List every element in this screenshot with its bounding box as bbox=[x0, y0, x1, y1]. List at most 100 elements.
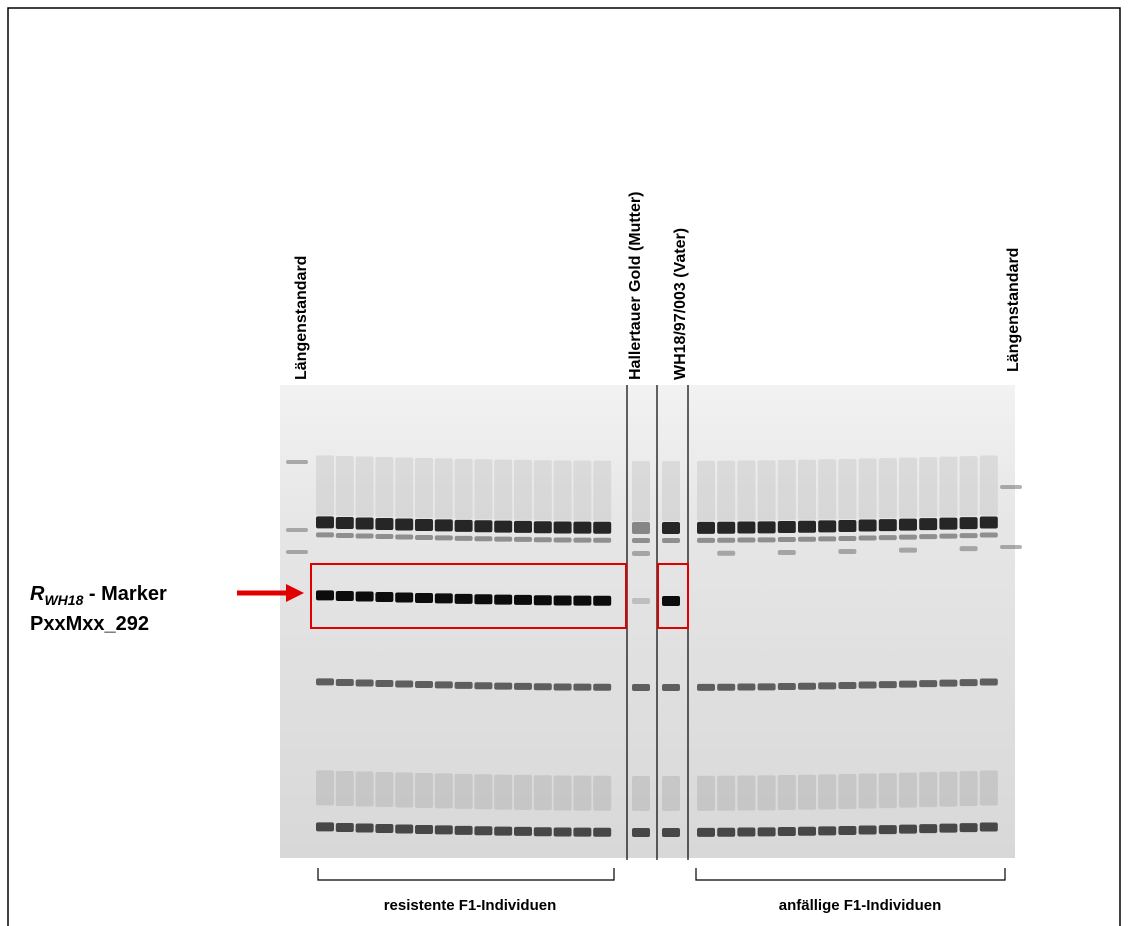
band bbox=[939, 823, 958, 833]
band bbox=[838, 825, 857, 835]
band bbox=[375, 771, 394, 807]
band bbox=[533, 595, 552, 606]
band bbox=[632, 537, 650, 543]
band bbox=[858, 825, 877, 835]
band bbox=[737, 460, 756, 521]
band bbox=[494, 594, 513, 605]
band bbox=[1000, 545, 1022, 549]
band bbox=[474, 774, 493, 810]
band bbox=[415, 457, 433, 518]
band bbox=[415, 680, 433, 688]
band bbox=[959, 456, 978, 517]
band bbox=[697, 827, 715, 837]
band bbox=[979, 516, 998, 529]
band bbox=[838, 535, 857, 541]
band bbox=[818, 536, 837, 542]
band bbox=[717, 550, 736, 556]
band bbox=[316, 822, 334, 832]
band bbox=[395, 518, 414, 531]
band bbox=[959, 533, 978, 539]
band bbox=[335, 532, 354, 538]
band bbox=[697, 537, 715, 543]
band bbox=[717, 827, 736, 837]
marker-suffix: - Marker bbox=[83, 583, 167, 605]
band bbox=[474, 682, 493, 690]
band bbox=[959, 823, 978, 833]
band bbox=[662, 827, 680, 837]
gel bbox=[280, 385, 1015, 858]
band bbox=[415, 534, 433, 540]
band bbox=[899, 547, 917, 553]
band bbox=[777, 521, 796, 534]
band bbox=[573, 521, 592, 534]
band bbox=[838, 548, 857, 554]
band bbox=[878, 519, 897, 532]
lane-label: Hallertauer Gold (Mutter) bbox=[627, 192, 644, 380]
band bbox=[286, 550, 308, 554]
band bbox=[355, 591, 374, 602]
group-label: anfällige F1-Individuen bbox=[779, 897, 942, 914]
band bbox=[553, 460, 572, 521]
band bbox=[355, 456, 374, 517]
band bbox=[593, 521, 612, 534]
band bbox=[514, 682, 532, 690]
band bbox=[899, 518, 917, 531]
band bbox=[632, 521, 650, 534]
band bbox=[878, 825, 897, 835]
band bbox=[335, 516, 354, 529]
band bbox=[415, 518, 433, 531]
band bbox=[593, 460, 612, 521]
band bbox=[375, 533, 394, 539]
band bbox=[899, 680, 917, 688]
arrow bbox=[237, 584, 304, 602]
band bbox=[553, 827, 572, 837]
band bbox=[777, 683, 796, 691]
band bbox=[375, 517, 394, 530]
band bbox=[494, 459, 513, 520]
marker-box bbox=[310, 563, 627, 629]
lane-label: Längenstandard bbox=[1005, 248, 1022, 372]
band bbox=[553, 537, 572, 543]
band bbox=[553, 595, 572, 606]
band bbox=[737, 827, 756, 837]
band bbox=[777, 775, 796, 811]
band bbox=[899, 534, 917, 540]
band bbox=[939, 533, 958, 539]
band bbox=[757, 827, 776, 837]
band bbox=[632, 683, 650, 691]
band bbox=[514, 774, 532, 810]
band bbox=[355, 771, 374, 807]
band bbox=[939, 456, 958, 517]
band bbox=[316, 455, 334, 516]
band bbox=[454, 825, 473, 835]
band bbox=[454, 458, 473, 519]
band bbox=[593, 595, 612, 606]
band bbox=[494, 826, 513, 836]
band bbox=[697, 521, 715, 534]
band bbox=[858, 773, 877, 809]
band bbox=[662, 537, 680, 543]
band bbox=[553, 521, 572, 534]
band bbox=[573, 775, 592, 811]
band bbox=[777, 550, 796, 556]
band bbox=[286, 460, 308, 464]
band bbox=[454, 519, 473, 532]
band bbox=[415, 824, 433, 834]
band bbox=[979, 678, 998, 686]
band bbox=[777, 537, 796, 543]
band bbox=[662, 460, 680, 521]
marker-box bbox=[657, 563, 689, 629]
band bbox=[818, 774, 837, 810]
band bbox=[434, 825, 453, 835]
band bbox=[878, 535, 897, 541]
band bbox=[375, 679, 394, 687]
band bbox=[1000, 485, 1022, 489]
band bbox=[632, 775, 650, 811]
band bbox=[757, 460, 776, 521]
band bbox=[395, 772, 414, 808]
band bbox=[939, 679, 958, 687]
band bbox=[573, 595, 592, 606]
band bbox=[899, 457, 917, 518]
band bbox=[818, 826, 837, 836]
